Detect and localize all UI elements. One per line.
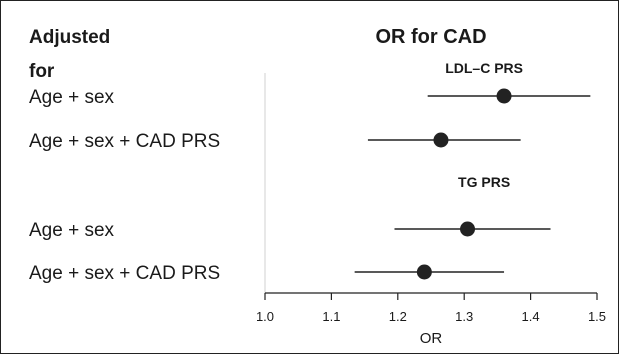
- x-tick-label: 1.4: [522, 309, 540, 324]
- x-tick-label: 1.0: [256, 309, 274, 324]
- point-estimate: [460, 221, 476, 237]
- x-tick-label: 1.5: [588, 309, 606, 324]
- adjusted-for-title-line2: for: [29, 61, 55, 82]
- row-label: Age + sex: [29, 220, 115, 241]
- plot-area: 1.0 1.1 1.2 1.3 1.4 1.5 OR LDL–C PRS Age + sex Ag…: [29, 60, 606, 347]
- x-tick-label: 1.1: [322, 309, 340, 324]
- adjusted-for-title-line1: Adjusted: [29, 27, 110, 48]
- point-estimate: [433, 132, 449, 148]
- x-axis-label: OR: [420, 330, 443, 347]
- x-tick-label: 1.3: [455, 309, 473, 324]
- group-header: TG PRS: [458, 174, 510, 190]
- row-label: Age + sex: [29, 87, 115, 108]
- group-header: LDL–C PRS: [445, 60, 523, 76]
- chart-title: OR for CAD: [375, 26, 486, 48]
- row-label: Age + sex + CAD PRS: [29, 263, 220, 284]
- row-label: Age + sex + CAD PRS: [29, 131, 220, 152]
- point-estimate: [496, 88, 512, 104]
- x-tick-label: 1.2: [389, 309, 407, 324]
- point-estimate: [416, 264, 432, 280]
